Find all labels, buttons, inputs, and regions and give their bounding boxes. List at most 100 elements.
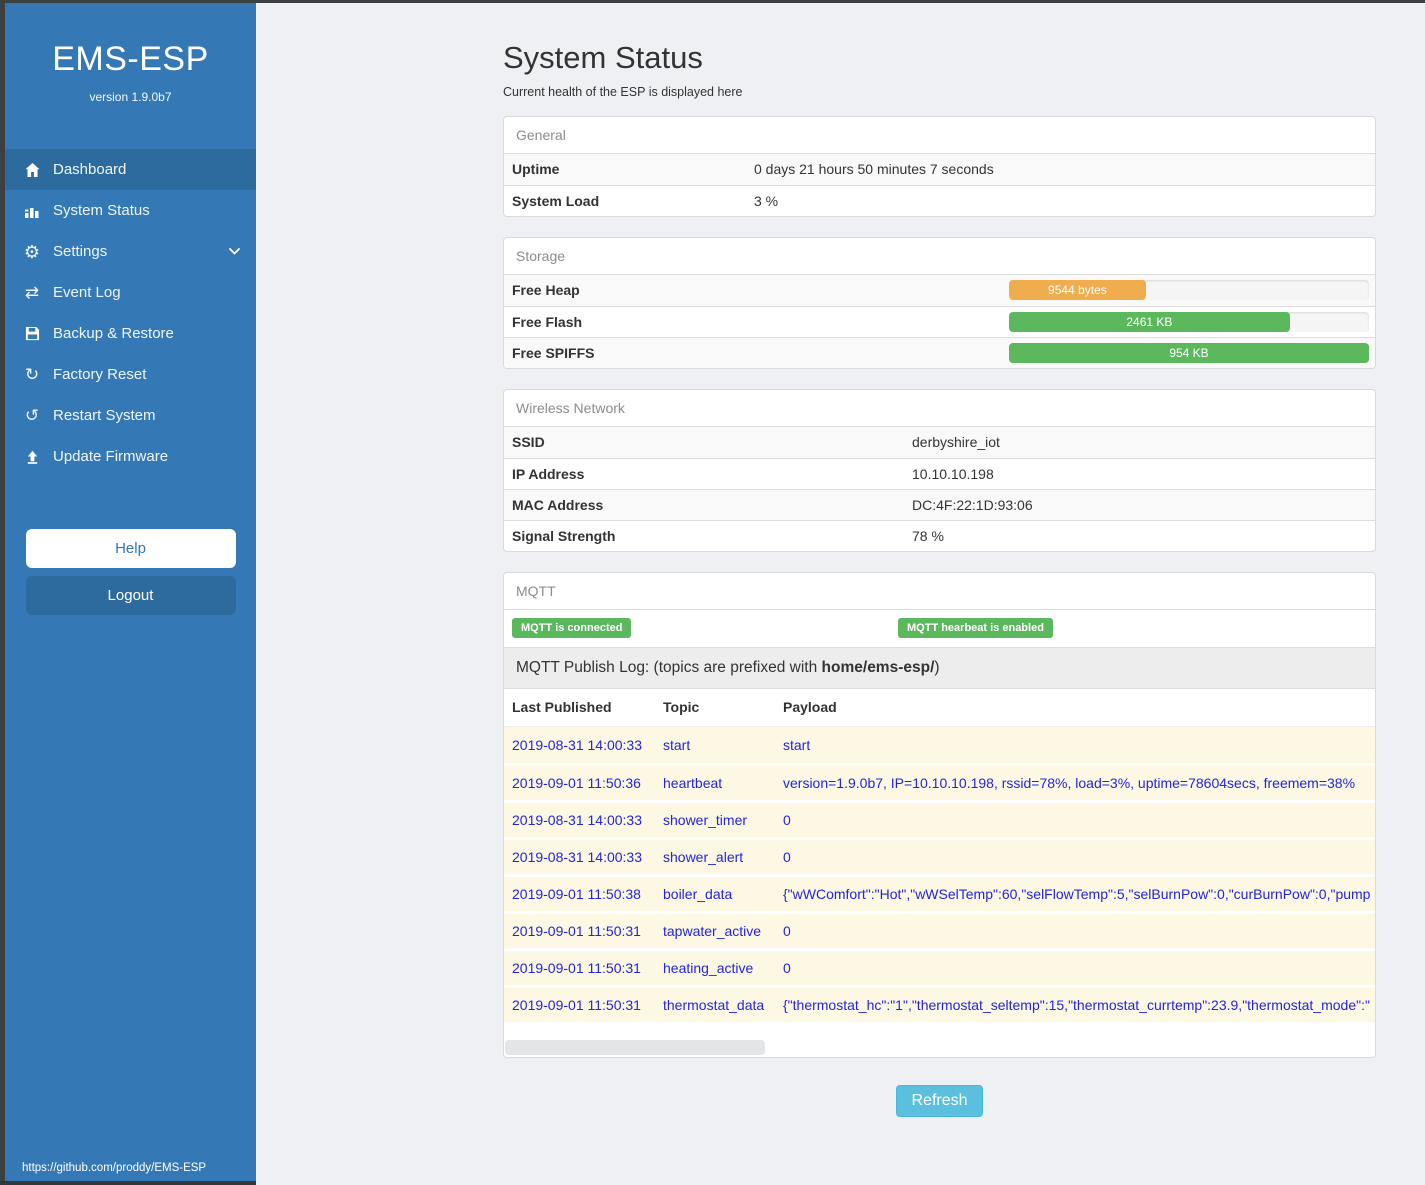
wireless-panel-title: Wireless Network	[504, 390, 1375, 427]
general-panel: General Uptime 0 days 21 hours 50 minutes…	[503, 115, 1376, 217]
log-date: 2019-09-01 11:50:31	[512, 922, 641, 939]
horizontal-scrollbar[interactable]	[505, 1039, 1374, 1055]
sidebar-item-label: Settings	[53, 243, 108, 260]
wireless-panel: Wireless Network SSID derbyshire_iot IP Ad…	[503, 388, 1376, 552]
log-date: 2019-08-31 14:00:33	[512, 811, 642, 828]
sidebar-item-backup-restore[interactable]: Backup & Restore	[5, 313, 256, 354]
general-panel-title: General	[504, 117, 1375, 154]
log-topic: thermostat_data	[663, 996, 765, 1013]
sidebar-item-update-firmware[interactable]: Update Firmware	[5, 436, 256, 477]
app-title: EMS-ESP	[52, 40, 209, 78]
column-header-last-published: Last Published	[512, 699, 612, 716]
log-date: 2019-09-01 11:50:38	[512, 885, 641, 902]
row-label: Uptime	[512, 161, 560, 178]
row-label: System Load	[512, 192, 600, 209]
column-header-topic: Topic	[663, 699, 700, 716]
mqtt-log-title-prefix: MQTT Publish Log: (topics are prefixed w…	[516, 658, 822, 676]
row-label: Free Flash	[512, 313, 583, 330]
table-row: Free Heap 9544 bytes	[504, 274, 1375, 306]
github-link[interactable]: https://github.com/proddy/EMS-ESP	[22, 1162, 207, 1174]
log-table-row: 2019-09-01 11:50:31 thermostat_data {"ther…	[504, 984, 1375, 1022]
refresh-icon: ↺	[24, 406, 40, 425]
row-label: Free SPIFFS	[512, 344, 595, 361]
column-header-payload: Payload	[783, 699, 837, 716]
logout-button[interactable]: Logout	[25, 576, 236, 615]
progress-track: 9544 bytes	[1009, 280, 1369, 301]
chart-icon	[22, 203, 42, 219]
row-value: 78 %	[912, 527, 944, 544]
redo-icon: ↻	[24, 365, 40, 384]
log-topic: heartbeat	[663, 774, 723, 791]
progress-bar: 2461 KB	[1009, 311, 1290, 332]
log-payload: start	[783, 736, 811, 753]
row-label: SSID	[512, 434, 545, 451]
log-topic: start	[663, 736, 691, 753]
table-row: System Load 3 %	[504, 184, 1375, 216]
mqtt-heartbeat-badge: MQTT hearbeat is enabled	[898, 617, 1053, 638]
log-date: 2019-08-31 14:00:33	[512, 848, 642, 865]
mqtt-log-header-row: Last Published Topic Payload	[504, 688, 1375, 726]
arrows-icon: ⇄	[24, 283, 40, 302]
table-row: Signal Strength 78 %	[504, 519, 1375, 551]
row-label: MAC Address	[512, 496, 604, 513]
sidebar-item-label: Backup & Restore	[53, 325, 174, 342]
row-label: Free Heap	[512, 282, 580, 299]
row-value: 10.10.10.198	[912, 465, 994, 482]
table-row: SSID derbyshire_iot	[504, 426, 1375, 458]
log-payload: 0	[783, 848, 791, 865]
row-value: 3 %	[754, 192, 779, 209]
app-version: version 1.9.0b7	[89, 90, 172, 104]
sidebar-item-label: Event Log	[53, 284, 121, 301]
window-edge-left	[0, 0, 5, 1185]
gear-icon: ⚙	[23, 241, 41, 262]
log-table-row: 2019-08-31 14:00:33 shower_timer 0	[504, 799, 1375, 837]
page-subtitle: Current health of the ESP is displayed h…	[503, 84, 743, 99]
sidebar-item-dashboard[interactable]: Dashboard	[5, 149, 256, 190]
log-topic: shower_timer	[663, 811, 748, 828]
log-topic: tapwater_active	[663, 922, 762, 939]
row-value: derbyshire_iot	[912, 434, 1000, 451]
progress-track: 2461 KB	[1009, 311, 1369, 332]
mqtt-topic-prefix: home/ems-esp/	[821, 658, 935, 676]
home-icon	[22, 162, 42, 178]
mqtt-log-title: MQTT Publish Log: (topics are prefixed w…	[504, 646, 1375, 689]
log-table-row: 2019-09-01 11:50:36 heartbeat version=1.9.…	[504, 762, 1375, 800]
log-date: 2019-09-01 11:50:31	[512, 959, 641, 976]
table-row: IP Address 10.10.10.198	[504, 457, 1375, 489]
log-date: 2019-09-01 11:50:36	[512, 774, 641, 791]
log-table-row: 2019-09-01 11:50:38 boiler_data {"wWComfor…	[504, 873, 1375, 911]
storage-panel-title: Storage	[504, 238, 1375, 275]
progress-bar: 954 KB	[1009, 342, 1369, 363]
window-edge-top	[0, 0, 1425, 3]
sidebar-item-restart-system[interactable]: ↺ Restart System	[5, 395, 256, 436]
scrollbar-thumb[interactable]	[505, 1039, 765, 1055]
log-payload: 0	[783, 922, 791, 939]
sidebar-item-label: Dashboard	[53, 161, 127, 178]
sidebar-item-label: System Status	[53, 202, 150, 219]
table-row: Uptime 0 days 21 hours 50 minutes 7 secon…	[504, 153, 1375, 185]
refresh-button[interactable]: Refresh	[896, 1084, 983, 1117]
page-title: System Status	[503, 40, 703, 75]
sidebar-item-system-status[interactable]: System Status	[5, 190, 256, 231]
log-payload: {"wWComfort":"Hot","wWSelTemp":60,"selFl…	[783, 885, 1371, 902]
log-table-row: 2019-08-31 14:00:33 shower_alert 0	[504, 836, 1375, 874]
row-value: 0 days 21 hours 50 minutes 7 seconds	[754, 161, 994, 178]
progress-bar: 9544 bytes	[1009, 280, 1146, 301]
log-payload: version=1.9.0b7, IP=10.10.10.198, rssid=…	[783, 774, 1356, 791]
sidebar-item-event-log[interactable]: ⇄ Event Log	[5, 272, 256, 313]
mqtt-panel: MQTT MQTT is connected MQTT hearbeat is …	[503, 571, 1376, 1058]
log-table-row: 2019-09-01 11:50:31 tapwater_active 0	[504, 910, 1375, 948]
window-edge-bottom	[0, 1181, 256, 1185]
table-row: Free SPIFFS 954 KB	[504, 336, 1375, 368]
log-payload: {"thermostat_hc":"1","thermostat_seltemp…	[783, 996, 1370, 1013]
log-payload: 0	[783, 811, 791, 828]
log-topic: boiler_data	[663, 885, 733, 902]
sidebar-item-settings[interactable]: ⚙ Settings	[5, 231, 256, 272]
help-button[interactable]: Help	[25, 529, 236, 568]
sidebar-item-factory-reset[interactable]: ↻ Factory Reset	[5, 354, 256, 395]
log-table-row: 2019-09-01 11:50:31 heating_active 0	[504, 947, 1375, 985]
log-table-row: 2019-08-31 14:00:33 start start	[504, 725, 1375, 763]
chevron-down-icon	[229, 248, 240, 255]
table-row: Free Flash 2461 KB	[504, 305, 1375, 337]
log-topic: heating_active	[663, 959, 754, 976]
